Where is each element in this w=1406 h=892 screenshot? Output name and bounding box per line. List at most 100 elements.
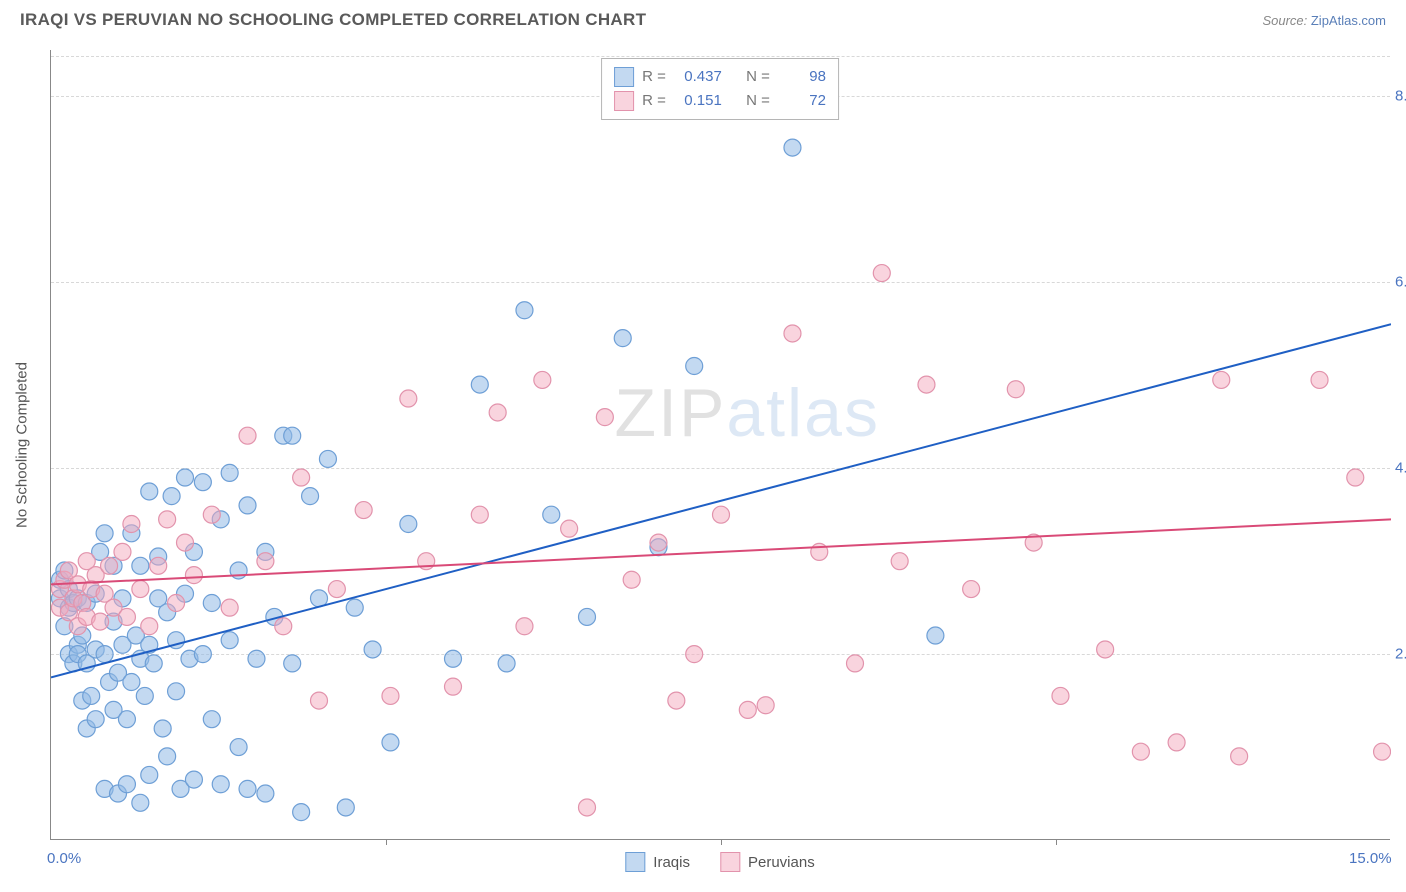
stat-n-value: 98 xyxy=(778,65,826,89)
data-point xyxy=(257,553,274,570)
y-tick-label: 4.0% xyxy=(1395,460,1406,477)
data-point xyxy=(382,687,399,704)
data-point xyxy=(364,641,381,658)
data-point xyxy=(1007,381,1024,398)
data-point xyxy=(194,474,211,491)
chart-header: IRAQI VS PERUVIAN NO SCHOOLING COMPLETED… xyxy=(0,0,1406,38)
data-point xyxy=(445,650,462,667)
data-point xyxy=(1052,687,1069,704)
data-point xyxy=(963,581,980,598)
data-point xyxy=(203,711,220,728)
data-point xyxy=(1347,469,1364,486)
data-point xyxy=(293,469,310,486)
data-point xyxy=(132,794,149,811)
chart-area: No Schooling Completed ZIPatlas 2.0%4.0%… xyxy=(50,50,1390,840)
legend-swatch xyxy=(625,852,645,872)
data-point xyxy=(927,627,944,644)
data-point xyxy=(123,674,140,691)
data-point xyxy=(561,520,578,537)
data-point xyxy=(141,618,158,635)
data-point xyxy=(891,553,908,570)
data-point xyxy=(1168,734,1185,751)
legend: Iraqis Peruvians xyxy=(625,852,814,872)
data-point xyxy=(132,557,149,574)
chart-title: IRAQI VS PERUVIAN NO SCHOOLING COMPLETED… xyxy=(20,10,646,30)
data-point xyxy=(847,655,864,672)
data-point xyxy=(739,701,756,718)
data-point xyxy=(400,516,417,533)
data-point xyxy=(114,543,131,560)
data-point xyxy=(596,409,613,426)
data-point xyxy=(650,534,667,551)
stat-r-value: 0.151 xyxy=(674,89,722,113)
data-point xyxy=(239,780,256,797)
data-point xyxy=(311,692,328,709)
data-point xyxy=(118,711,135,728)
data-point xyxy=(516,302,533,319)
data-point xyxy=(145,655,162,672)
legend-swatch xyxy=(720,852,740,872)
data-point xyxy=(873,265,890,282)
data-point xyxy=(284,655,301,672)
data-point xyxy=(346,599,363,616)
stat-n-label: N = xyxy=(746,65,770,89)
source-link[interactable]: ZipAtlas.com xyxy=(1311,13,1386,28)
chart-source: Source: ZipAtlas.com xyxy=(1262,13,1386,28)
data-point xyxy=(686,646,703,663)
data-point xyxy=(96,525,113,542)
data-point xyxy=(400,390,417,407)
stats-row: R = 0.151 N = 72 xyxy=(614,89,826,113)
data-point xyxy=(163,488,180,505)
data-point xyxy=(275,618,292,635)
data-point xyxy=(1213,371,1230,388)
legend-label: Peruvians xyxy=(748,854,815,871)
data-point xyxy=(471,376,488,393)
data-point xyxy=(150,557,167,574)
data-point xyxy=(516,618,533,635)
data-point xyxy=(136,687,153,704)
data-point xyxy=(221,599,238,616)
legend-item: Iraqis xyxy=(625,852,690,872)
data-point xyxy=(248,650,265,667)
data-point xyxy=(257,785,274,802)
data-point xyxy=(168,595,185,612)
data-point xyxy=(534,371,551,388)
data-point xyxy=(445,678,462,695)
data-point xyxy=(83,687,100,704)
data-point xyxy=(221,632,238,649)
data-point xyxy=(757,697,774,714)
data-point xyxy=(203,595,220,612)
data-point xyxy=(92,613,109,630)
stat-n-value: 72 xyxy=(778,89,826,113)
data-point xyxy=(293,804,310,821)
data-point xyxy=(302,488,319,505)
data-point xyxy=(177,469,194,486)
data-point xyxy=(230,739,247,756)
data-point xyxy=(159,748,176,765)
stat-r-label: R = xyxy=(642,89,666,113)
data-point xyxy=(382,734,399,751)
stat-r-value: 0.437 xyxy=(674,65,722,89)
stat-n-label: N = xyxy=(746,89,770,113)
data-point xyxy=(212,776,229,793)
data-point xyxy=(543,506,560,523)
stats-box: R = 0.437 N = 98 R = 0.151 N = 72 xyxy=(601,58,839,120)
stat-r-label: R = xyxy=(642,65,666,89)
y-tick-label: 2.0% xyxy=(1395,646,1406,663)
data-point xyxy=(96,646,113,663)
data-point xyxy=(784,325,801,342)
stats-row: R = 0.437 N = 98 xyxy=(614,65,826,89)
x-tick-label: 0.0% xyxy=(47,850,81,867)
plot-svg xyxy=(51,50,1391,840)
data-point xyxy=(1231,748,1248,765)
data-point xyxy=(668,692,685,709)
y-axis-label: No Schooling Completed xyxy=(14,362,31,528)
legend-label: Iraqis xyxy=(653,854,690,871)
data-point xyxy=(154,720,171,737)
data-point xyxy=(185,771,202,788)
x-tick-label: 15.0% xyxy=(1349,850,1392,867)
data-point xyxy=(118,608,135,625)
data-point xyxy=(239,497,256,514)
data-point xyxy=(1374,743,1391,760)
data-point xyxy=(284,427,301,444)
